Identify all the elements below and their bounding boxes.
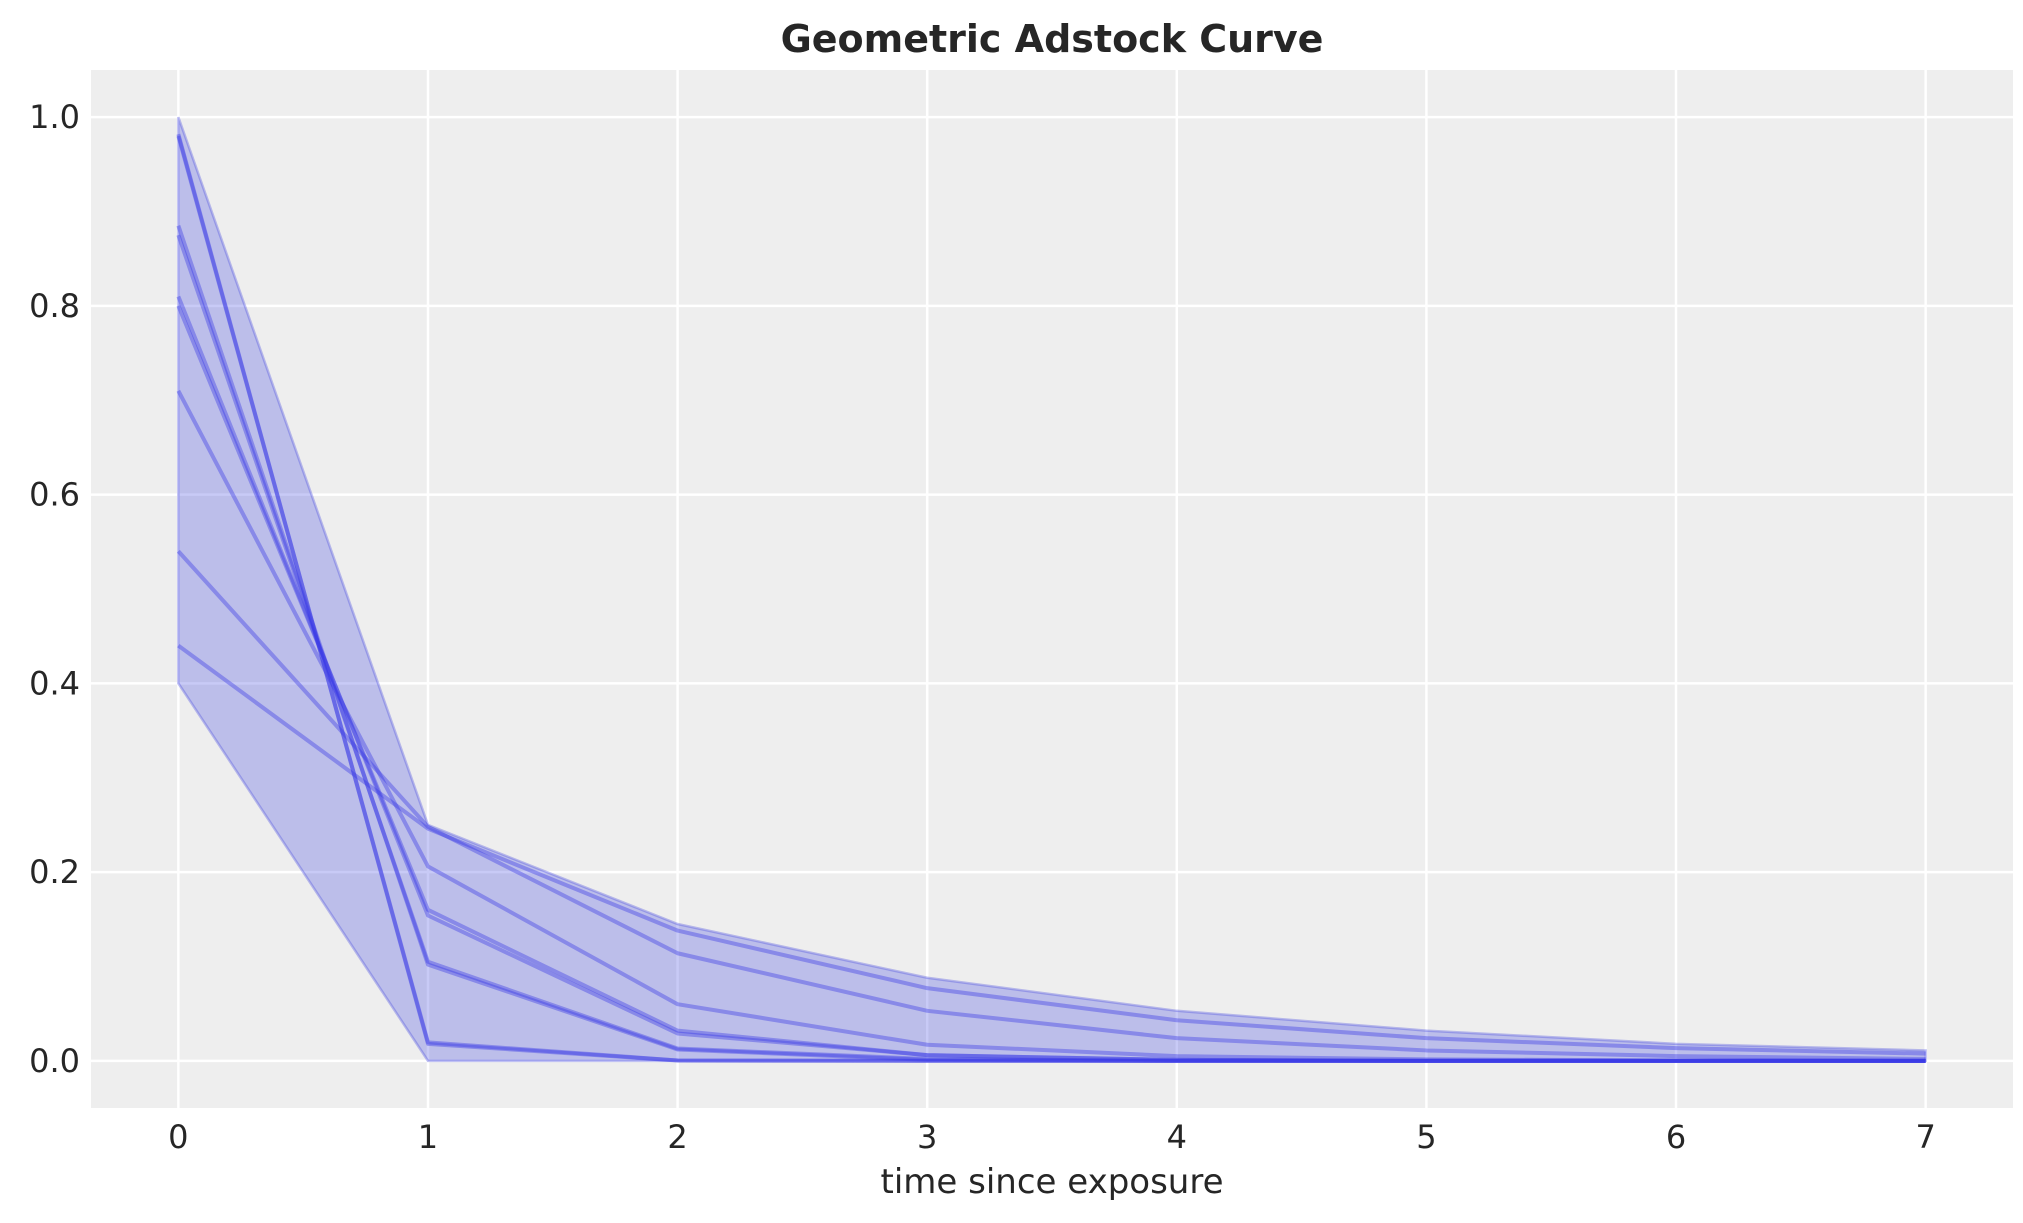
series-line-6 <box>176 225 1926 1063</box>
band-area <box>177 116 1927 1063</box>
y-axis-ticks: 0.0 0.2 0.4 0.6 0.8 1.0 <box>29 98 80 1080</box>
x-tick-label: 0 <box>168 1118 188 1156</box>
series-line-2 <box>176 389 1926 1063</box>
grid-lines <box>91 70 2013 1108</box>
chart-title: Geometric Adstock Curve <box>781 17 1324 61</box>
series-line-4 <box>176 295 1926 1063</box>
x-axis-ticks: 0 1 2 3 4 5 6 7 <box>168 1118 1936 1156</box>
y-tick-label: 1.0 <box>29 98 80 136</box>
x-tick-label: 1 <box>418 1118 438 1156</box>
plot-area <box>91 70 2013 1108</box>
x-tick-label: 6 <box>1666 1118 1686 1156</box>
series-line-1 <box>176 549 1926 1061</box>
x-tick-label: 3 <box>917 1118 937 1156</box>
x-axis-label: time since exposure <box>881 1162 1224 1202</box>
x-tick-label: 7 <box>1915 1118 1935 1156</box>
y-tick-label: 0.0 <box>29 1042 80 1080</box>
y-tick-label: 0.2 <box>29 853 80 891</box>
y-tick-label: 0.6 <box>29 476 80 514</box>
credible-band <box>177 116 1927 1063</box>
series-lines <box>176 133 1926 1063</box>
x-tick-label: 5 <box>1416 1118 1436 1156</box>
series-line-8 <box>176 133 1926 1063</box>
series-line-0 <box>177 644 1926 1056</box>
y-tick-label: 0.4 <box>29 664 80 702</box>
series-line-7 <box>176 135 1926 1063</box>
y-tick-label: 0.8 <box>29 287 80 325</box>
x-tick-label: 2 <box>667 1118 687 1156</box>
x-tick-label: 4 <box>1167 1118 1187 1156</box>
series-line-3 <box>176 305 1926 1063</box>
series-line-5 <box>176 234 1926 1063</box>
